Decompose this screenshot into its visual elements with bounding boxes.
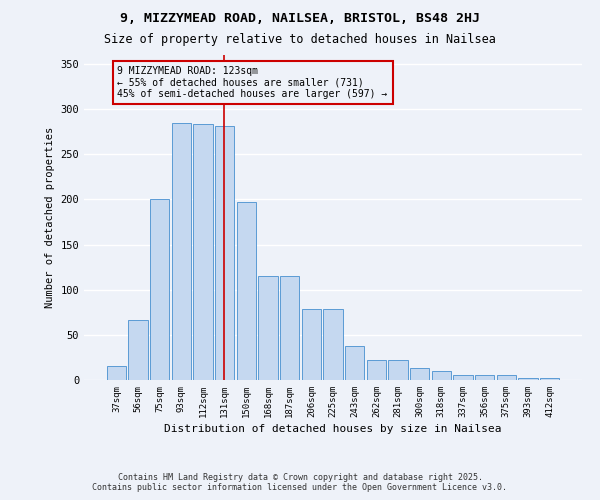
Bar bbox=[345, 346, 364, 380]
Bar bbox=[475, 374, 494, 380]
Bar bbox=[410, 368, 430, 380]
X-axis label: Distribution of detached houses by size in Nailsea: Distribution of detached houses by size … bbox=[164, 424, 502, 434]
Bar bbox=[215, 126, 235, 380]
Text: 9, MIZZYMEAD ROAD, NAILSEA, BRISTOL, BS48 2HJ: 9, MIZZYMEAD ROAD, NAILSEA, BRISTOL, BS4… bbox=[120, 12, 480, 26]
Bar bbox=[323, 308, 343, 380]
Bar bbox=[497, 374, 516, 380]
Text: 9 MIZZYMEAD ROAD: 123sqm
← 55% of detached houses are smaller (731)
45% of semi-: 9 MIZZYMEAD ROAD: 123sqm ← 55% of detach… bbox=[118, 66, 388, 99]
Bar bbox=[193, 124, 213, 380]
Bar bbox=[518, 378, 538, 380]
Bar bbox=[236, 202, 256, 380]
Bar bbox=[540, 378, 559, 380]
Bar bbox=[302, 308, 321, 380]
Bar bbox=[367, 360, 386, 380]
Bar bbox=[172, 122, 191, 380]
Text: Size of property relative to detached houses in Nailsea: Size of property relative to detached ho… bbox=[104, 32, 496, 46]
Bar bbox=[107, 366, 126, 380]
Bar bbox=[388, 360, 408, 380]
Bar bbox=[453, 376, 473, 380]
Bar bbox=[128, 320, 148, 380]
Bar bbox=[431, 371, 451, 380]
Bar bbox=[280, 276, 299, 380]
Bar bbox=[258, 276, 278, 380]
Y-axis label: Number of detached properties: Number of detached properties bbox=[45, 127, 55, 308]
Text: Contains HM Land Registry data © Crown copyright and database right 2025.
Contai: Contains HM Land Registry data © Crown c… bbox=[92, 473, 508, 492]
Bar bbox=[150, 200, 169, 380]
